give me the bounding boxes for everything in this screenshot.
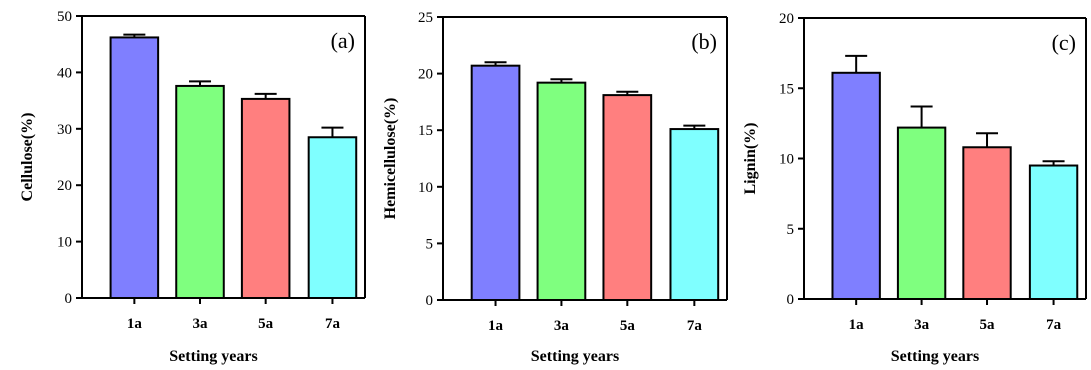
x-tick-label: 1a [127,316,143,332]
x-axis-title: Setting years [531,348,619,365]
y-tick-label: 50 [57,9,72,25]
x-tick-label: 3a [193,316,209,332]
y-axis-title: Cellulose(%) [19,113,36,202]
bar-3a [896,126,947,300]
y-tick-label: 10 [418,180,433,196]
x-tick-label: 7a [1046,317,1062,333]
bar-3a [536,81,587,301]
x-tick-label: 7a [325,316,341,332]
panel-label: (c) [1052,30,1076,55]
x-tick-label: 7a [687,318,703,334]
y-tick-label: 20 [418,67,433,83]
y-tick-label: 0 [426,293,434,309]
x-axis-title: Setting years [891,348,979,365]
chart-panel-3: 0 5 10 15 20 1a 3a 5a 7a (c) Setting years Lignin(%… [742,11,1087,365]
x-tick-label: 3a [554,318,570,334]
chart-panel-1: 0 10 20 30 40 50 1a 3a 5a 7a (a) Setting years Cellu… [19,9,366,365]
bar-1a [470,64,521,302]
x-tick-label: 5a [980,317,996,333]
y-tick-label: 30 [57,122,72,138]
x-tick-label: 3a [914,317,930,333]
bar-5a [962,146,1012,300]
y-tick-label: 20 [57,178,72,194]
x-tick-label: 5a [258,316,274,332]
y-tick-label: 0 [787,292,795,308]
panel-label: (a) [331,28,355,53]
bar-3a [175,84,225,299]
y-tick-label: 10 [779,152,794,168]
panel-label: (b) [691,29,717,54]
chart-panel-2: 0 5 10 15 20 25 1a 3a 5a 7a (b) Setting years Hemice… [382,10,728,365]
bar-5a [240,97,291,299]
y-axis-title: Lignin(%) [742,122,759,194]
y-tick-label: 15 [779,81,794,97]
y-tick-label: 25 [418,10,433,26]
bar-7a [307,136,358,299]
x-tick-label: 1a [488,318,504,334]
y-tick-label: 20 [779,11,794,27]
bar-7a [1028,164,1079,300]
y-tick-label: 10 [57,235,72,251]
bar-5a [602,94,653,301]
y-axis-title: Hemicellulose(%) [382,98,399,220]
y-tick-label: 40 [57,65,72,81]
bar-1a [831,71,881,300]
y-tick-label: 15 [418,123,433,139]
y-tick-label: 0 [65,291,73,307]
x-axis-title: Setting years [169,348,257,365]
bar-1a [109,36,160,299]
x-tick-label: 1a [849,317,865,333]
y-tick-label: 5 [426,236,434,252]
y-tick-label: 5 [787,222,795,238]
x-tick-label: 5a [620,318,636,334]
bar-7a [669,128,720,301]
